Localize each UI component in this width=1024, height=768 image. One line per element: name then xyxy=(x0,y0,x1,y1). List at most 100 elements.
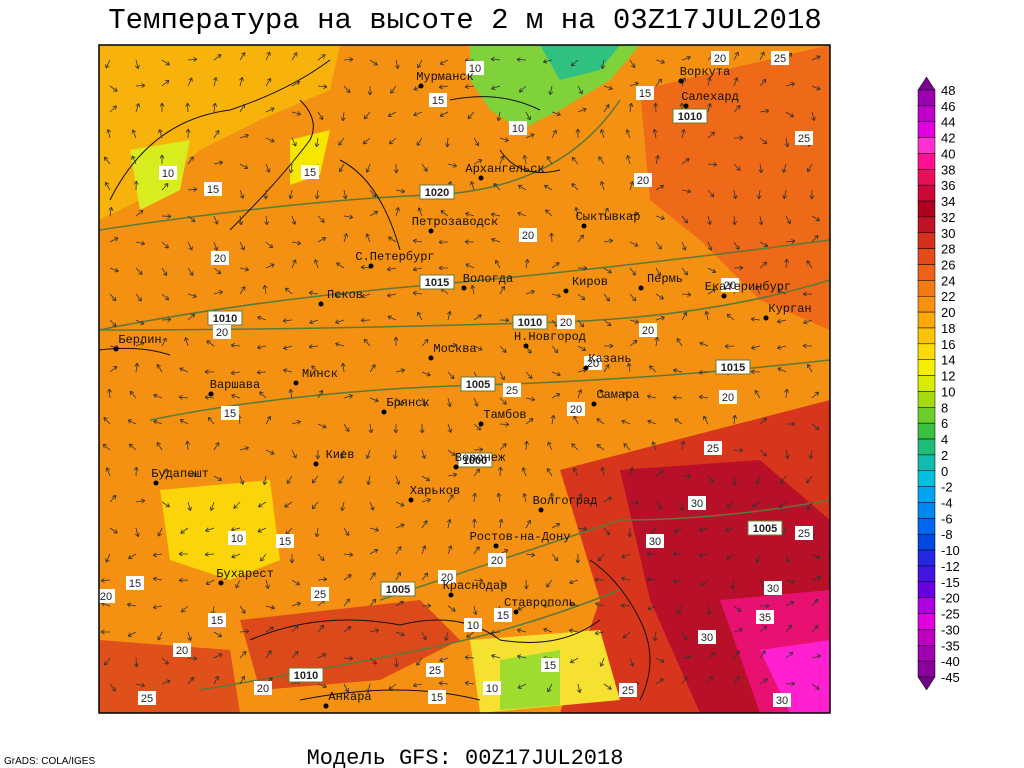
wind-arrow xyxy=(109,237,119,243)
wind-arrow xyxy=(284,287,293,295)
wind-arrow xyxy=(546,579,553,588)
wind-arrow xyxy=(239,605,246,614)
wind-arrow xyxy=(127,553,137,560)
wind-arrow xyxy=(464,84,475,90)
wind-arrow xyxy=(395,523,405,529)
wind-arrow xyxy=(395,600,405,607)
wind-arrow xyxy=(759,261,768,269)
wind-arrow xyxy=(343,656,354,661)
city-name: Анкара xyxy=(328,690,371,704)
wind-arrow xyxy=(128,443,137,451)
wind-arrow xyxy=(178,551,189,557)
wind-arrow xyxy=(706,76,712,87)
colorbar-label: -15 xyxy=(941,575,960,590)
wind-arrow xyxy=(575,553,581,564)
wind-arrow xyxy=(386,292,397,298)
wind-arrow xyxy=(733,447,744,453)
wind-arrow xyxy=(525,371,533,380)
colorbar-label: 2 xyxy=(941,448,948,463)
wind-arrow xyxy=(733,105,741,113)
wind-arrow xyxy=(135,83,146,88)
wind-arrow xyxy=(681,311,688,321)
temp-label: 15 xyxy=(431,692,443,704)
temp-label: 15 xyxy=(129,578,141,590)
isobar-label: 1015 xyxy=(721,362,745,374)
wind-arrow xyxy=(109,365,118,373)
colorbar-label: 18 xyxy=(941,321,955,336)
colorbar-label: -25 xyxy=(941,607,960,622)
wind-arrow xyxy=(733,163,741,171)
city-name: Ростов-на-Дону xyxy=(470,530,571,544)
wind-arrow xyxy=(152,604,163,610)
wind-arrow xyxy=(438,681,449,686)
wind-arrow xyxy=(258,501,267,508)
model-footer: Модель GFS: 00Z17JUL2018 xyxy=(307,746,624,768)
temp-label-box xyxy=(221,406,239,420)
wind-arrow xyxy=(524,258,530,269)
wind-arrow xyxy=(187,187,198,192)
temp-label-box xyxy=(228,531,246,545)
temp-label-box xyxy=(519,228,537,242)
wind-arrow xyxy=(421,163,428,172)
wind-arrow xyxy=(369,364,376,373)
temp-label-box xyxy=(488,553,506,567)
wind-arrow xyxy=(161,213,172,219)
wind-arrow xyxy=(472,492,478,503)
wind-arrow xyxy=(603,238,614,244)
wind-arrow xyxy=(811,598,819,607)
colorbar-cap xyxy=(917,76,936,91)
temp-label: 10 xyxy=(467,620,479,632)
wind-arrow xyxy=(187,676,195,685)
colorbar-label: 36 xyxy=(941,178,955,193)
wind-arrow xyxy=(673,527,683,533)
city-name: Ставрополь xyxy=(504,596,576,610)
wind-arrow xyxy=(187,313,196,321)
city-name: Бухарест xyxy=(216,567,274,581)
wind-arrow xyxy=(419,423,425,434)
city-name: Самара xyxy=(596,388,639,402)
wind-arrow xyxy=(811,625,819,633)
wind-arrow xyxy=(672,368,683,373)
city-dot xyxy=(453,464,459,470)
wind-arrow xyxy=(213,130,220,139)
wind-arrow xyxy=(464,680,475,686)
wind-arrow xyxy=(393,336,399,347)
wind-arrow xyxy=(577,234,584,243)
wind-arrow xyxy=(751,501,761,508)
wind-arrow xyxy=(499,421,510,427)
wind-arrow xyxy=(291,215,297,225)
wind-arrow xyxy=(672,551,683,557)
wind-arrow xyxy=(811,423,820,430)
credit: GrADS: COLA/IGES xyxy=(4,756,95,767)
wind-arrow xyxy=(784,258,789,269)
wind-arrow xyxy=(679,501,685,512)
wind-arrow xyxy=(681,474,692,479)
city-name: Н.Новгород xyxy=(514,330,586,344)
temp-label: 20 xyxy=(724,280,736,292)
wind-arrow xyxy=(499,317,510,323)
isobar-label: 1010 xyxy=(213,313,237,325)
wind-arrow xyxy=(724,343,735,349)
wind-arrow xyxy=(517,211,527,217)
temp-label-box xyxy=(429,93,447,107)
wind-arrow xyxy=(782,189,788,200)
wind-arrow xyxy=(265,137,275,143)
colorbar-label: 48 xyxy=(941,83,955,98)
colorbar-band xyxy=(917,422,936,440)
city-name: Салехард xyxy=(681,90,739,104)
wind-arrow xyxy=(622,631,631,639)
temp-label-box xyxy=(464,618,482,632)
wind-arrow xyxy=(335,319,345,325)
wind-arrow xyxy=(629,267,636,276)
wind-arrow xyxy=(490,630,501,635)
wind-arrow xyxy=(646,551,657,557)
temp-label-box xyxy=(557,315,575,329)
wind-arrow xyxy=(473,345,483,351)
wind-arrow xyxy=(187,656,198,661)
wind-arrow xyxy=(646,394,657,399)
colorbar: 4846444240383634323028262422201816141210… xyxy=(917,76,960,691)
isobar-label: 1010 xyxy=(678,111,702,123)
wind-arrow xyxy=(314,527,320,538)
wind-arrow xyxy=(444,631,449,641)
